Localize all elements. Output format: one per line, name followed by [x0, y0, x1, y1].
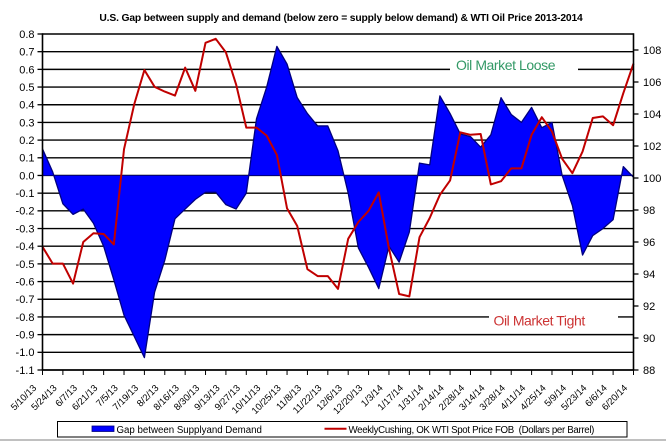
- svg-text:94: 94: [643, 269, 655, 281]
- svg-text:U.S. Gap between supply and de: U.S. Gap between supply and demand (belo…: [99, 13, 583, 24]
- svg-text:108: 108: [643, 45, 661, 57]
- svg-text:106: 106: [643, 77, 661, 89]
- svg-text:-0.6: -0.6: [16, 276, 35, 288]
- svg-text:0.8: 0.8: [19, 29, 34, 41]
- svg-text:0.6: 0.6: [19, 64, 34, 76]
- svg-text:98: 98: [643, 205, 655, 217]
- svg-text:96: 96: [643, 237, 655, 249]
- svg-text:0.1: 0.1: [19, 153, 34, 165]
- svg-text:0.4: 0.4: [19, 100, 34, 112]
- svg-text:88: 88: [643, 365, 655, 377]
- svg-text:100: 100: [643, 173, 661, 185]
- svg-text:0.3: 0.3: [19, 117, 34, 129]
- svg-text:-1.1: -1.1: [16, 365, 35, 377]
- svg-text:-0.4: -0.4: [16, 241, 35, 253]
- svg-text:-0.8: -0.8: [16, 312, 35, 324]
- svg-text:-1.0: -1.0: [16, 347, 35, 359]
- svg-text:92: 92: [643, 301, 655, 313]
- svg-text:102: 102: [643, 141, 661, 153]
- svg-text:-0.2: -0.2: [16, 206, 35, 218]
- svg-text:WeeklyCushing, OK WTI Spot Pri: WeeklyCushing, OK WTI Spot Price FOB (Do…: [349, 425, 595, 436]
- svg-text:-0.9: -0.9: [16, 330, 35, 342]
- svg-text:-0.3: -0.3: [16, 223, 35, 235]
- svg-text:0.0: 0.0: [19, 170, 34, 182]
- svg-text:Gap between Supplyand Demand: Gap between Supplyand Demand: [117, 425, 262, 436]
- svg-text:90: 90: [643, 333, 655, 345]
- svg-text:0.5: 0.5: [19, 82, 34, 94]
- svg-text:0.7: 0.7: [19, 47, 34, 59]
- svg-text:Oil Market Loose: Oil Market Loose: [456, 57, 556, 73]
- svg-text:104: 104: [643, 109, 661, 121]
- svg-text:Oil Market Tight: Oil Market Tight: [494, 313, 586, 329]
- svg-text:-0.5: -0.5: [16, 259, 35, 271]
- svg-text:-0.1: -0.1: [16, 188, 35, 200]
- svg-text:-0.7: -0.7: [16, 294, 35, 306]
- svg-text:0.2: 0.2: [19, 135, 34, 147]
